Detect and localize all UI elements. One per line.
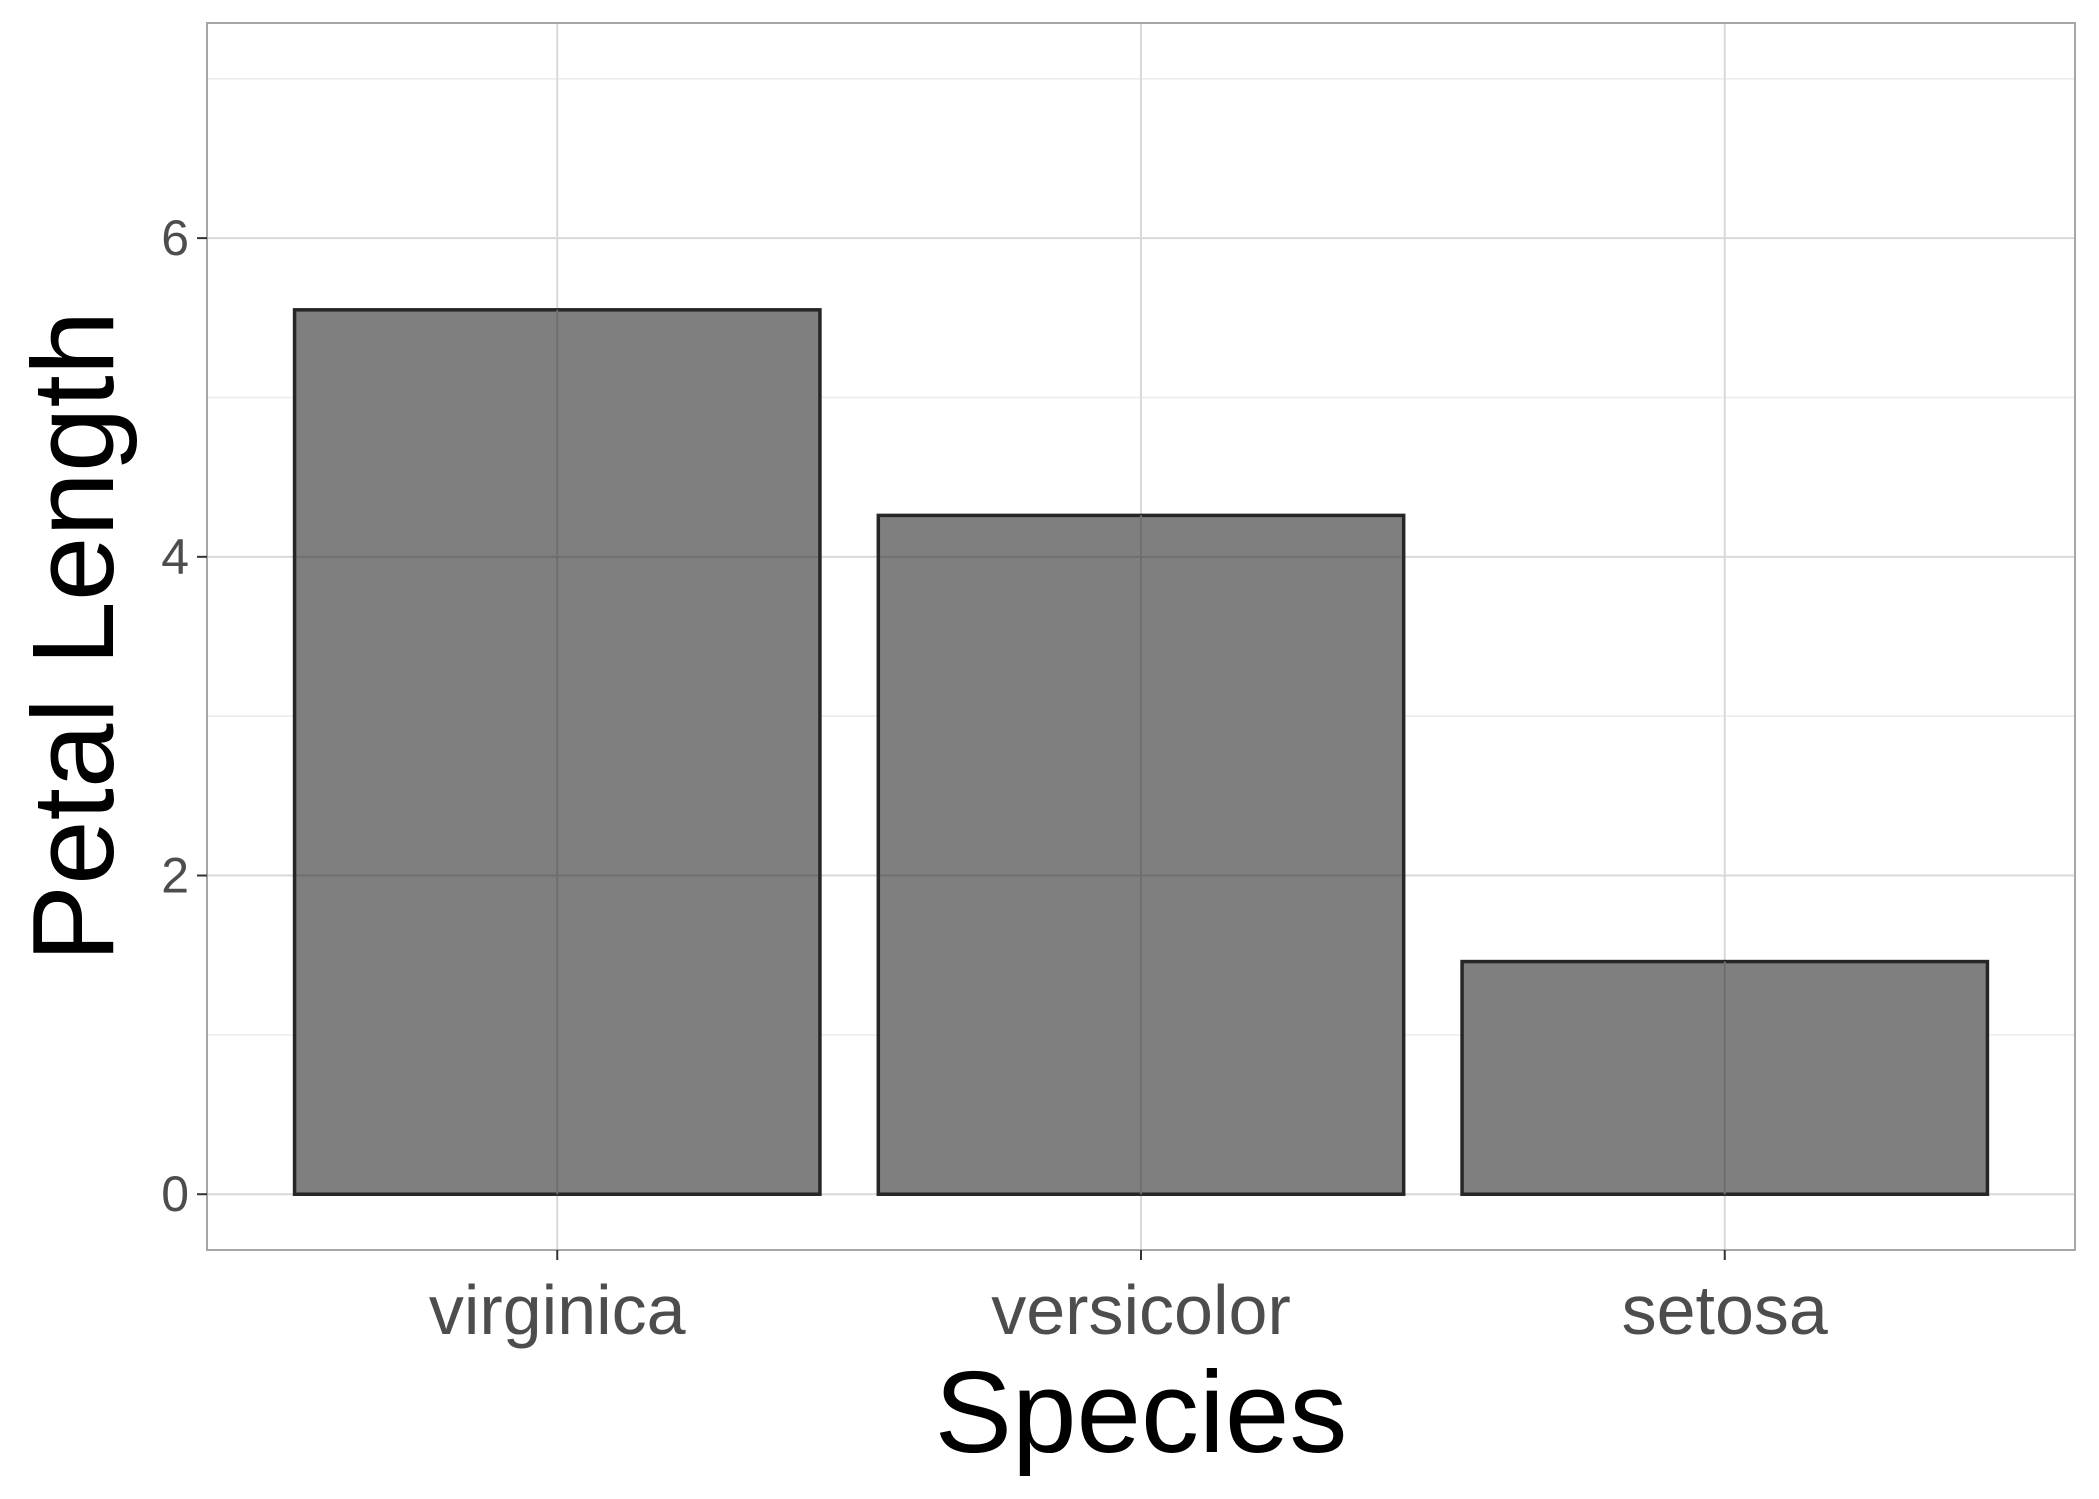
y-axis-title: Petal Length [8, 311, 138, 962]
tick-labels: 0 2 4 6 virginica versicolor setosa [161, 210, 1828, 1349]
y-tick-label: 4 [161, 529, 189, 585]
x-tick-label: versicolor [991, 1271, 1291, 1349]
y-tick-label: 0 [161, 1166, 189, 1222]
x-tick-label: setosa [1622, 1271, 1828, 1349]
x-axis-title: Species [935, 1347, 1348, 1477]
y-tick-label: 2 [161, 848, 189, 904]
y-tick-label: 6 [161, 210, 189, 266]
axis-ticks [197, 237, 1726, 1260]
bars [292, 308, 1990, 1196]
x-tick-label: virginica [429, 1271, 686, 1349]
